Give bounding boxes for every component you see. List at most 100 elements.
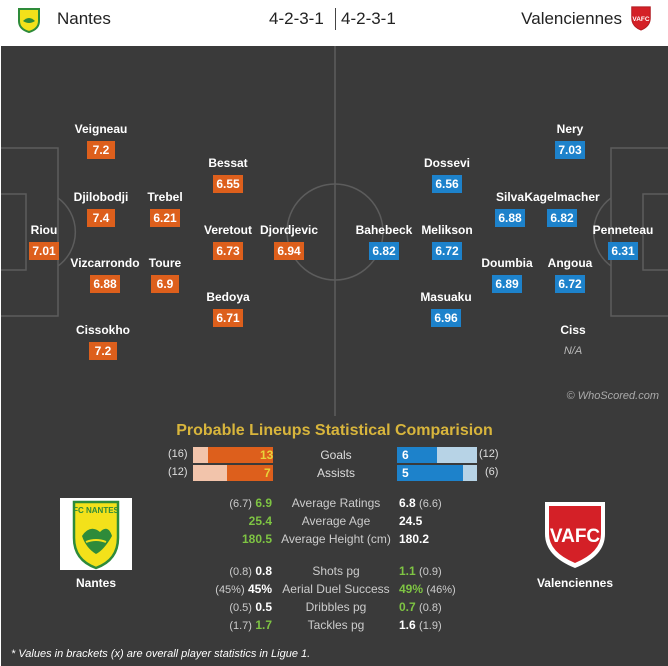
home-stat: (0.8) 0.8 xyxy=(229,564,272,578)
home-overall-value: (12) xyxy=(168,466,188,478)
player-card[interactable]: Trebel 6.21 xyxy=(125,190,205,227)
fc-nantes-logo-icon xyxy=(18,8,40,33)
watermark[interactable]: © WhoScored.com xyxy=(566,390,659,402)
home-value: 25.4 xyxy=(248,514,272,528)
player-card[interactable]: Kagelmacher 6.82 xyxy=(522,190,602,227)
player-card[interactable]: Veretout 6.73 xyxy=(188,223,268,260)
player-name: Vizcarrondo xyxy=(70,256,140,270)
player-card[interactable]: Masuaku 6.96 xyxy=(406,290,486,327)
player-rating: N/A xyxy=(563,345,583,357)
away-crest[interactable]: VAFC xyxy=(539,498,611,570)
player-rating: 7.2 xyxy=(87,141,115,159)
player-name: Djilobodji xyxy=(73,190,129,204)
home-bar-track xyxy=(193,465,273,481)
home-overall-value: (45%) xyxy=(215,584,245,596)
player-rating: 6.89 xyxy=(492,275,522,293)
player-name: Melikson xyxy=(421,223,473,237)
home-overall-value: (16) xyxy=(168,448,188,460)
away-value: 180.2 xyxy=(399,532,430,546)
stat-label: Shots pg xyxy=(312,564,360,578)
player-card[interactable]: Cissokho 7.2 xyxy=(63,323,143,360)
player-name: Silva xyxy=(495,190,525,204)
home-bar-fill xyxy=(226,465,273,481)
away-team-name[interactable]: Valenciennes xyxy=(521,9,622,28)
player-rating: 7.4 xyxy=(87,209,115,227)
player-card[interactable]: Melikson 6.72 xyxy=(407,223,487,260)
player-name: Riou xyxy=(30,223,58,237)
home-stat: (0.5) 0.5 xyxy=(229,600,272,614)
player-rating: 6.71 xyxy=(213,309,243,327)
away-bar-track xyxy=(397,465,477,481)
match-header: Nantes 4-2-3-1 4-2-3-1 Valenciennes VAFC xyxy=(0,0,668,46)
away-overall-value: (46%) xyxy=(426,584,456,596)
player-card[interactable]: Bahebeck 6.82 xyxy=(344,223,424,260)
stat-label: Goals xyxy=(320,448,352,462)
player-name: Veretout xyxy=(203,223,252,237)
away-overall-value: (6.6) xyxy=(419,498,442,510)
away-stat: 6.8 (6.6) xyxy=(399,496,442,510)
player-name: Angoua xyxy=(547,256,593,270)
player-card[interactable]: Veigneau 7.2 xyxy=(61,122,141,159)
player-rating: 6.21 xyxy=(150,209,180,227)
away-overall-value: (6) xyxy=(485,466,499,478)
away-value: 0.7 xyxy=(399,600,416,614)
away-stat: 0.7 (0.8) xyxy=(399,600,442,614)
crest-text: FC NANTES xyxy=(73,506,119,515)
player-card[interactable]: Silva 6.88 xyxy=(470,190,550,227)
home-value: 7 xyxy=(264,466,271,480)
away-stat: 1.6 (1.9) xyxy=(399,618,442,632)
player-rating: 7.2 xyxy=(89,342,117,360)
player-rating: 6.94 xyxy=(274,242,304,260)
player-rating: 6.9 xyxy=(151,275,179,293)
player-rating: 6.56 xyxy=(432,175,462,193)
player-card[interactable]: Penneteau 6.31 xyxy=(583,223,663,260)
away-overall-value: (0.9) xyxy=(419,566,442,578)
player-card[interactable]: Doumbia 6.89 xyxy=(467,256,547,293)
player-card[interactable]: Bedoya 6.71 xyxy=(188,290,268,327)
player-rating: 7.03 xyxy=(555,141,585,159)
stat-label: Aerial Duel Success xyxy=(282,582,390,596)
svg-text:VAFC: VAFC xyxy=(632,16,650,23)
away-value: 6.8 xyxy=(399,496,416,510)
stat-row: (45%) 45% Aerial Duel Success 49% (46%) xyxy=(1,582,668,598)
player-name: Bedoya xyxy=(206,290,250,304)
away-overall-value: (12) xyxy=(479,448,499,460)
stat-label: Average Ratings xyxy=(291,496,381,510)
vafc-crest-icon: VAFC xyxy=(545,502,605,568)
home-bar-track xyxy=(193,447,273,463)
away-stat: 24.5 xyxy=(399,514,422,528)
stat-row: 180.5 Average Height (cm) 180.2 xyxy=(1,532,668,548)
away-value: 1.6 xyxy=(399,618,416,632)
bar-row-assists: (12) 7 Assists 5 (6) xyxy=(1,464,668,482)
pitch: Veigneau 7.2 Bessat 6.55 Djilobodji 7.4 Tre… xyxy=(1,46,668,416)
home-team-name[interactable]: Nantes xyxy=(57,9,111,28)
player-card[interactable]: Djordjevic 6.94 xyxy=(249,223,329,260)
player-card[interactable]: Nery 7.03 xyxy=(530,122,610,159)
player-card[interactable]: Angoua 6.72 xyxy=(530,256,610,293)
away-bar-track xyxy=(397,447,477,463)
pitch-markings xyxy=(1,46,668,416)
away-value: 6 xyxy=(402,448,409,462)
away-overall-value: (1.9) xyxy=(419,620,442,632)
home-value: 45% xyxy=(247,582,272,596)
away-value: 1.1 xyxy=(399,564,416,578)
player-card[interactable]: Dossevi 6.56 xyxy=(407,156,487,193)
player-name: Masuaku xyxy=(420,290,472,304)
away-crest-name: Valenciennes xyxy=(536,576,614,590)
home-stat: (6.7) 6.9 xyxy=(229,496,272,510)
player-name: Nery xyxy=(556,122,584,136)
player-card[interactable]: Djilobodji 7.4 xyxy=(61,190,141,227)
home-stat: (45%) 45% xyxy=(215,582,272,596)
player-name: Doumbia xyxy=(481,256,533,270)
stat-label: Average Height (cm) xyxy=(281,532,391,546)
player-rating: 6.88 xyxy=(90,275,120,293)
home-crest[interactable]: FC NANTES xyxy=(60,498,132,570)
stat-row: (6.7) 6.9 Average Ratings 6.8 (6.6) xyxy=(1,496,668,512)
player-rating: 6.72 xyxy=(432,242,462,260)
player-card[interactable]: Toure 6.9 xyxy=(125,256,205,293)
player-card[interactable]: Bessat 6.55 xyxy=(188,156,268,193)
player-card[interactable]: Riou 7.01 xyxy=(4,223,84,260)
player-card[interactable]: Ciss N/A xyxy=(533,323,613,360)
player-card[interactable]: Vizcarrondo 6.88 xyxy=(65,256,145,293)
away-value: 5 xyxy=(402,466,409,480)
